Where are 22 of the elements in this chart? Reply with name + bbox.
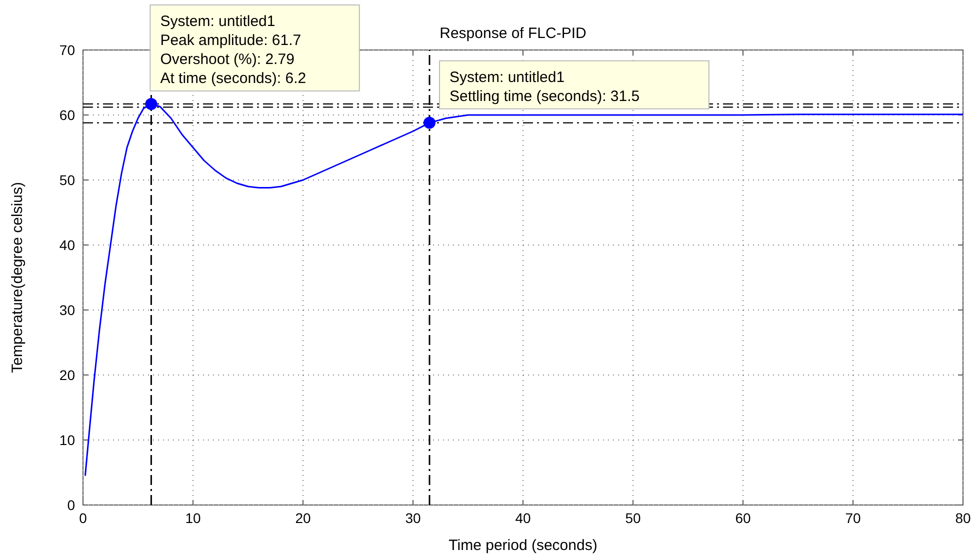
- x-tick-label: 70: [845, 510, 861, 526]
- x-tick-label: 10: [185, 510, 201, 526]
- y-tick-label: 20: [59, 367, 76, 383]
- x-tick-label: 20: [295, 510, 311, 526]
- x-tick-label: 50: [625, 510, 641, 526]
- x-tick-label: 80: [955, 510, 971, 526]
- x-tick-label: 30: [405, 510, 421, 526]
- y-tick-label: 30: [59, 302, 76, 318]
- y-tick-label: 0: [67, 497, 76, 513]
- y-tick-label: 70: [59, 42, 76, 58]
- annotation: System: untitled1 Settling time (seconds): 31.5: [450, 68, 640, 105]
- annotation: System: untitled1 Peak amplitude: 61.7 Overshoot (%): 2.79 At time (seconds): 6.2: [160, 12, 306, 87]
- y-axis-title: Temperature(degree celsius): [9, 182, 26, 373]
- x-tick-label: 40: [515, 510, 531, 526]
- y-tick-label: 60: [59, 107, 76, 123]
- y-tick-label: 50: [59, 172, 76, 188]
- x-tick-label: 0: [79, 510, 88, 526]
- x-tick-label: 60: [735, 510, 751, 526]
- chart-title: Response of FLC-PID: [440, 25, 587, 42]
- y-tick-label: 40: [59, 237, 76, 253]
- y-tick-label: 10: [59, 432, 76, 448]
- x-axis-title: Time period (seconds): [448, 537, 598, 554]
